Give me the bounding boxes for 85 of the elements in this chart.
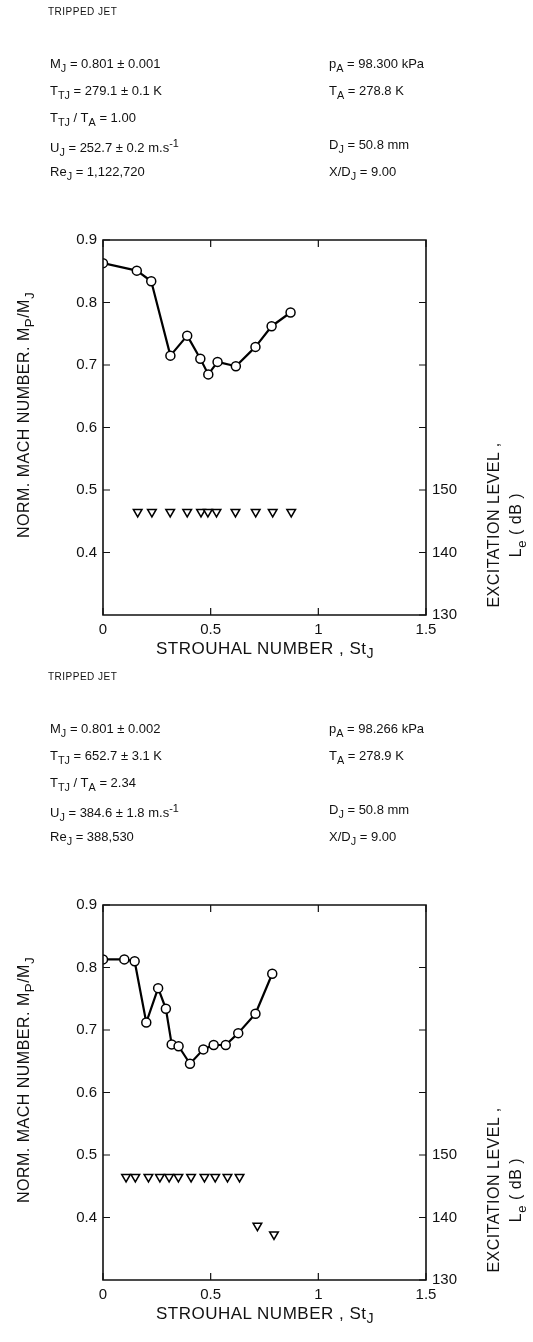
y2-tick-label: 140 <box>432 1207 458 1225</box>
point <box>220 1039 231 1051</box>
point <box>145 276 157 287</box>
point <box>181 330 193 341</box>
point <box>250 1008 261 1019</box>
point <box>252 1222 263 1232</box>
y-tick-label: 0.4 <box>76 542 97 560</box>
y-tick-label: 0.8 <box>76 292 97 310</box>
text: M$_{J}$ = 0.801 ± 0.002 <box>50 721 161 739</box>
x-tick-label: 0 <box>98 1285 108 1303</box>
point <box>285 307 296 318</box>
text: Re$_{J}$ = 388,530 <box>50 829 134 847</box>
y-tick-label: 0.4 <box>76 1207 97 1225</box>
x-tick-label: 0 <box>98 620 108 638</box>
text: X/D$_{J}$ = 9.00 <box>329 164 397 182</box>
point <box>267 968 278 979</box>
point <box>230 361 242 372</box>
point <box>165 350 176 361</box>
text: T$_{TJ}$ / T$_{A}$ = 1.00 <box>50 110 136 128</box>
point <box>129 956 140 967</box>
point <box>119 954 130 965</box>
point <box>141 1017 152 1028</box>
point <box>212 356 223 368</box>
text: D$_{J}$ = 50.8 mm <box>329 802 410 820</box>
point <box>173 1173 184 1183</box>
text: T$_{TJ}$ = 279.1 ± 0.1 K <box>50 83 163 101</box>
text: T$_{TJ}$ = 652.7 ± 3.1 K <box>50 748 163 766</box>
point <box>154 1173 165 1183</box>
point <box>164 1173 175 1183</box>
point <box>152 982 164 994</box>
point <box>195 353 206 364</box>
x-tick-label: 0.5 <box>200 620 222 638</box>
y-tick-label: 0.5 <box>76 1145 97 1163</box>
y-tick-label: 0.9 <box>76 230 97 248</box>
point <box>198 1044 209 1055</box>
y-tick-label: 0.9 <box>76 895 97 913</box>
text: p$_{A}$ = 98.300 kPa <box>329 56 425 74</box>
text: p$_{A}$ = 98.266 kPa <box>329 721 425 739</box>
y2-tick-label: 140 <box>432 542 458 560</box>
point <box>120 1173 132 1183</box>
point <box>131 265 143 276</box>
y-tick-label: 0.6 <box>76 1082 97 1100</box>
x-tick-label: 1 <box>314 1285 323 1303</box>
point <box>143 1173 154 1183</box>
y-tick-label: 0.6 <box>76 417 97 435</box>
text: T$_{A}$ = 278.9 K <box>329 748 404 766</box>
point <box>222 1173 233 1183</box>
x-tick-label: 1 <box>314 620 323 638</box>
point <box>160 1003 172 1014</box>
y2-tick-label: 150 <box>432 1145 458 1163</box>
text: U$_{J}$ = 384.6 ± 1.8 m.s$^{-1}$ <box>50 802 179 823</box>
text: M$_{J}$ = 0.801 ± 0.001 <box>50 56 161 74</box>
text: X/D$_{J}$ = 9.00 <box>329 829 397 847</box>
text: T$_{A}$ = 278.8 K <box>329 83 404 101</box>
chart-title: TRIPPED JET <box>48 671 118 682</box>
point <box>266 321 277 332</box>
point <box>250 341 261 353</box>
x-tick-label: 1.5 <box>415 1285 437 1303</box>
y2-tick-label: 130 <box>432 1270 458 1288</box>
point <box>232 1027 244 1039</box>
x-axis-title: STROUHAL NUMBER , St$_{J}$ <box>155 1304 375 1327</box>
y2-tick-label: 130 <box>432 605 458 623</box>
y-tick-label: 0.8 <box>76 957 97 975</box>
point <box>203 369 214 380</box>
point <box>268 1231 280 1241</box>
y-tick-label: 0.7 <box>76 1020 97 1038</box>
text: U$_{J}$ = 252.7 ± 0.2 m.s$^{-1}$ <box>50 137 179 158</box>
point <box>234 1173 245 1183</box>
x-tick-label: 1.5 <box>415 620 437 638</box>
text: T$_{TJ}$ / T$_{A}$ = 2.34 <box>50 775 136 793</box>
x-axis-title: STROUHAL NUMBER , St$_{J}$ <box>155 639 375 662</box>
point <box>199 1173 210 1183</box>
text: D$_{J}$ = 50.8 mm <box>329 137 410 155</box>
point <box>184 1058 196 1069</box>
text: Re$_{J}$ = 1,122,720 <box>50 164 145 182</box>
y-tick-label: 0.5 <box>76 480 97 498</box>
point <box>185 1173 197 1183</box>
chart-title: TRIPPED JET <box>48 6 118 17</box>
point <box>208 1039 219 1051</box>
point <box>130 1173 141 1183</box>
y2-tick-label: 150 <box>432 480 458 498</box>
x-tick-label: 0.5 <box>200 1285 222 1303</box>
y-tick-label: 0.7 <box>76 355 97 373</box>
point <box>210 1173 221 1183</box>
point <box>173 1041 184 1052</box>
